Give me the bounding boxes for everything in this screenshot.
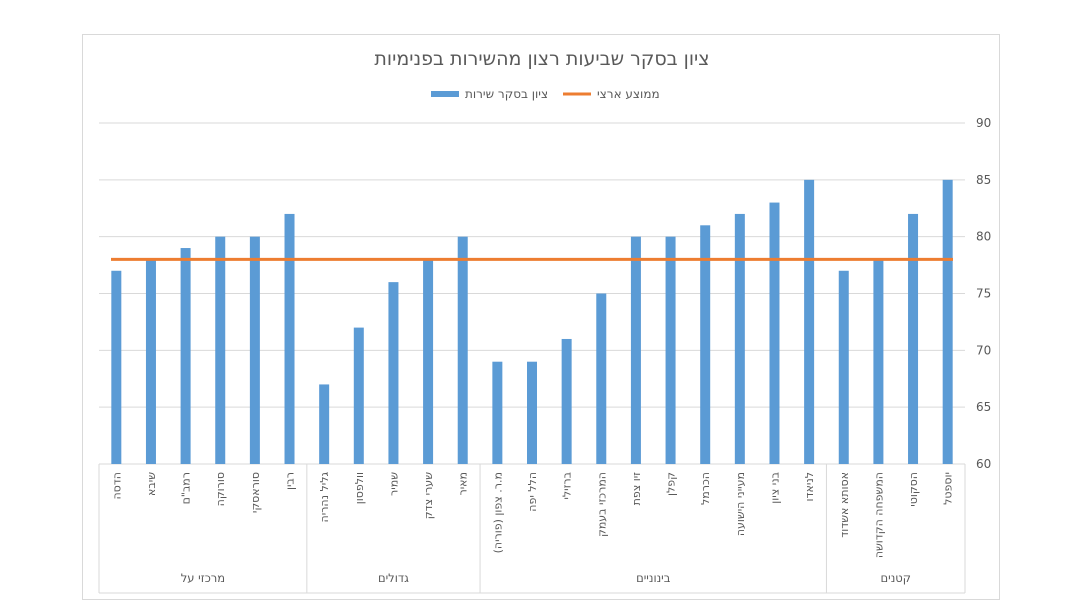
bar [630,236,641,464]
x-tick-label: מעייני הישועה [734,472,747,536]
x-tick-label: יוספטל [942,472,955,505]
x-tick-label: וולפסון [353,472,366,504]
bar [284,213,295,464]
y-tick-label: 65 [976,400,991,414]
bar [145,259,156,464]
x-tick-label: מאיר [457,472,470,496]
bar [319,384,330,464]
x-tick-label: המרכזי בעמק [595,472,608,537]
bar [457,236,468,464]
group-label: גדולים [378,571,409,585]
bar [111,270,122,464]
bar [942,179,953,465]
bar [804,179,815,465]
x-tick-label: זיו צפת [630,472,643,506]
x-tick-label: אסותא אשדוד [838,472,851,538]
bar [353,327,364,464]
y-tick-label: 90 [976,116,991,130]
bar [908,213,919,464]
bar [873,259,884,464]
bars [111,179,953,465]
x-tick-label: סוראסקי [249,472,262,513]
bar [527,361,537,464]
legend-bar-label: ציון בסקר שירות [465,87,548,101]
bar [665,236,676,464]
bar [700,225,711,464]
group-label: מרכזי על [181,571,225,585]
legend-line-label: ממוצע ארצי [597,87,660,101]
bar [388,282,399,464]
x-tick-label: הסקוטי [907,472,920,507]
x-tick-label: בני ציון [768,472,781,504]
y-tick-label: 75 [976,287,991,301]
chart-title: ציון בסקר שביעות רצון מהשירות בפנימיות [374,48,709,70]
x-tick-label: ברזילי [561,472,574,500]
x-tick-label: גליל נהריה [318,472,331,523]
chart-svg: ציון בסקר שביעות רצון מהשירות בפנימיות צ… [98,48,991,594]
bar [734,213,745,464]
x-tick-label: רמב"ם [180,472,193,504]
bar [596,293,607,464]
x-axis: הדסה שיבא רמב"ם סורוקה סוראסקי רבין גליל נהריה… [98,464,966,594]
bar [492,361,503,464]
x-tick-label: שמיר [387,472,400,496]
x-tick-label: רבין [284,472,297,490]
x-tick-label: הכרמל [699,472,712,505]
bar [769,202,780,465]
bar [180,248,191,464]
group-label: בינוניים [636,571,671,585]
y-tick-label: 70 [976,343,991,357]
x-tick-label: מ.ר. צפון (פוריה) [491,472,504,553]
x-tick-label: קפלן [665,472,678,496]
y-axis: 60 65 70 75 80 85 90 [976,116,991,471]
y-tick-label: 60 [976,457,991,471]
x-tick-label: הדסה [110,472,123,500]
y-tick-label: 80 [976,230,991,244]
y-tick-label: 85 [976,173,991,187]
chart-frame: ציון בסקר שביעות רצון מהשירות בפנימיות צ… [82,34,1000,600]
bar [249,236,260,464]
x-tick-label: לניאדו [803,472,816,501]
bar [423,259,434,464]
x-tick-label: שיבא [145,472,158,496]
x-tick-label: הלל יפה [526,472,539,512]
bar [215,236,226,464]
bar [561,338,572,464]
legend-bar-swatch [431,91,459,97]
x-tick-label: המשפחה הקדושה [872,472,885,558]
x-tick-label: סורוקה [214,472,227,506]
group-label: קטנים [881,571,911,585]
legend: ציון בסקר שירות ממוצע ארצי [431,87,660,101]
bar [838,270,849,464]
x-tick-label: שערי צדק [422,472,435,519]
